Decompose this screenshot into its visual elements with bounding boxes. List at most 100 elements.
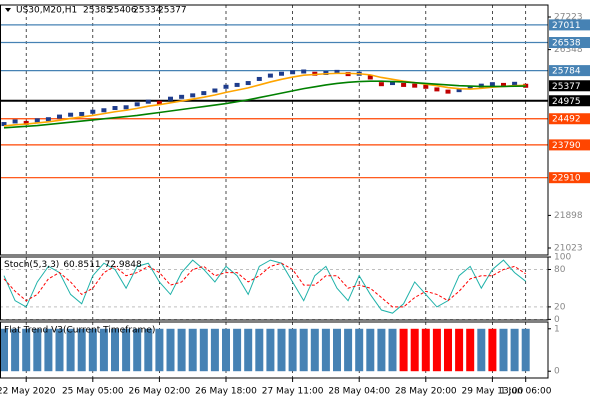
indicator-title: Stoch(5,3,3) 60.8511 72.9848 xyxy=(4,260,142,270)
trend-bar xyxy=(255,328,264,372)
level-label-bg xyxy=(549,95,590,107)
x-tick-label: 26 May 18:00 xyxy=(195,387,257,397)
price-bar xyxy=(34,118,40,123)
price-bar xyxy=(90,109,96,114)
x-tick-label: 28 May 20:00 xyxy=(395,387,457,397)
ohlc-value: 25377 xyxy=(158,6,187,16)
panel-border xyxy=(0,321,549,379)
price-bar xyxy=(101,108,107,113)
header-icon xyxy=(5,8,11,12)
y-tick-label: 27223 xyxy=(554,12,583,22)
y-tick-label: 0 xyxy=(554,315,560,325)
level-label: 27011 xyxy=(552,21,581,31)
price-bar xyxy=(489,82,495,87)
price-bar xyxy=(456,88,462,93)
trend-bar xyxy=(521,328,530,372)
series-line xyxy=(3,80,526,129)
trend-bar xyxy=(11,328,20,372)
level-label: 26538 xyxy=(552,39,581,49)
indicator-reading: 60.8511 xyxy=(63,260,100,270)
level-label: 24492 xyxy=(552,115,581,125)
trend-bar xyxy=(288,328,297,372)
x-tick-label: 28 May 04:00 xyxy=(328,387,390,397)
trend-bar xyxy=(88,328,97,372)
panel-border xyxy=(0,4,549,256)
y-tick-label: 80 xyxy=(554,265,566,275)
level-label: 24975 xyxy=(552,97,581,107)
price-bar xyxy=(234,82,240,87)
trend-bar xyxy=(44,328,53,372)
price-bar xyxy=(12,119,18,124)
series-line xyxy=(3,72,526,127)
y-tick-label: 21898 xyxy=(554,211,583,221)
trend-bar xyxy=(0,328,8,372)
level-label: 23790 xyxy=(552,141,581,151)
level-label: 22910 xyxy=(552,174,581,184)
trend-bar xyxy=(377,328,386,372)
price-bar xyxy=(123,105,129,110)
price-bar xyxy=(334,69,340,74)
ohlc-value: 25406 xyxy=(108,6,137,16)
trend-bar xyxy=(233,328,242,372)
price-bar xyxy=(301,69,307,74)
price-bar xyxy=(245,81,251,86)
series-line xyxy=(3,262,526,308)
trend-bar xyxy=(455,328,464,372)
price-bar xyxy=(256,76,262,81)
trend-bar xyxy=(488,328,497,372)
y-tick-label: 0 xyxy=(554,367,560,377)
chart-title: US30,M20,H1 xyxy=(16,6,77,16)
trend-bar xyxy=(111,328,119,372)
trend-bar xyxy=(355,328,364,372)
x-tick-label: 29 May 13:00 xyxy=(462,387,524,397)
trend-bar xyxy=(466,328,475,372)
x-tick-label: 25 May 05:00 xyxy=(62,387,124,397)
trend-bar xyxy=(388,328,397,372)
current-price-label: 25377 xyxy=(552,82,581,92)
trend-bar xyxy=(133,328,142,372)
price-bar xyxy=(23,120,29,125)
price-bar xyxy=(45,117,51,122)
trend-bar xyxy=(321,328,330,372)
y-tick-label: 100 xyxy=(554,253,571,263)
trend-bar xyxy=(222,328,230,372)
price-bar xyxy=(68,112,74,117)
price-bar xyxy=(145,99,151,104)
price-bar xyxy=(423,84,429,89)
price-bar xyxy=(223,84,229,89)
price-bar xyxy=(367,75,373,80)
price-bar xyxy=(168,96,173,101)
level-label-bg xyxy=(549,172,590,184)
trend-bar xyxy=(277,328,286,372)
trend-bar xyxy=(477,328,486,372)
price-bar xyxy=(412,83,418,88)
level-label-bg xyxy=(549,139,590,151)
trend-bar xyxy=(421,328,430,372)
trend-bar xyxy=(177,328,186,372)
price-bar xyxy=(212,88,218,93)
price-bar xyxy=(390,81,395,86)
trend-bar xyxy=(444,328,452,372)
trend-bar xyxy=(333,328,341,372)
price-bar xyxy=(512,81,518,86)
ohlc-value: 25334 xyxy=(133,6,162,16)
trend-bar xyxy=(266,328,275,372)
indicator-title: Flat Trend V3(Current Timeframe) xyxy=(4,326,155,336)
trend-bar xyxy=(410,328,419,372)
price-bar xyxy=(290,70,296,75)
level-label-bg xyxy=(549,37,590,49)
series-line xyxy=(3,259,527,314)
trend-bar xyxy=(299,328,308,372)
trend-bar xyxy=(166,328,175,372)
trend-bar xyxy=(155,328,164,372)
trend-bar xyxy=(399,328,408,372)
price-bar xyxy=(467,85,473,90)
trend-bar xyxy=(244,328,253,372)
price-bar xyxy=(134,102,140,107)
trend-bar xyxy=(55,328,64,372)
trend-bar xyxy=(144,328,153,372)
panel-border xyxy=(0,256,549,321)
trend-bar xyxy=(310,328,319,372)
